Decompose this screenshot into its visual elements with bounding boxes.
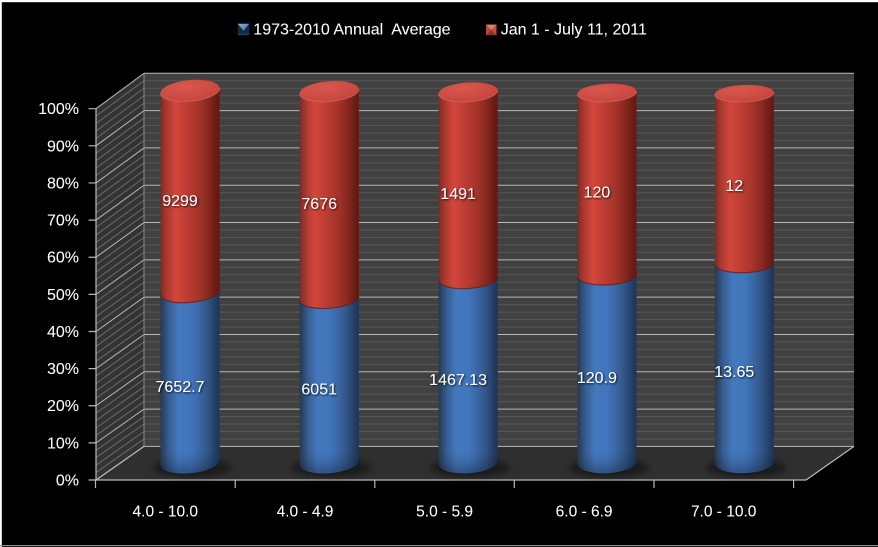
svg-text:60%: 60% [47, 250, 79, 267]
svg-text:90%: 90% [47, 138, 79, 155]
svg-text:6051: 6051 [301, 382, 337, 399]
svg-text:80%: 80% [47, 176, 79, 193]
svg-text:4.0 - 4.9: 4.0 - 4.9 [277, 504, 334, 521]
svg-text:6.0 - 6.9: 6.0 - 6.9 [556, 504, 613, 521]
svg-text:Jan 1 - July 11, 2011: Jan 1 - July 11, 2011 [501, 22, 647, 39]
svg-text:7676: 7676 [301, 196, 337, 213]
svg-text:50%: 50% [47, 287, 79, 304]
svg-text:40%: 40% [47, 324, 79, 341]
svg-text:9299: 9299 [162, 193, 198, 210]
svg-text:5.0 - 5.9: 5.0 - 5.9 [416, 504, 473, 521]
svg-text:4.0 - 10.0: 4.0 - 10.0 [133, 504, 199, 521]
svg-text:0%: 0% [56, 473, 79, 490]
svg-text:1467.13: 1467.13 [429, 372, 487, 389]
svg-text:100%: 100% [38, 101, 79, 118]
svg-text:30%: 30% [47, 361, 79, 378]
svg-text:120.9: 120.9 [577, 370, 617, 387]
svg-text:1491: 1491 [440, 186, 476, 203]
svg-text:70%: 70% [47, 213, 79, 230]
svg-text:7652.7: 7652.7 [156, 379, 205, 396]
svg-text:1973-2010 Annual Average: 1973-2010 Annual Average [253, 22, 450, 39]
svg-text:20%: 20% [47, 398, 79, 415]
svg-text:120: 120 [584, 184, 611, 201]
svg-text:13.65: 13.65 [714, 364, 754, 381]
svg-text:7.0 - 10.0: 7.0 - 10.0 [691, 504, 757, 521]
svg-text:12: 12 [725, 178, 743, 195]
svg-text:10%: 10% [47, 435, 79, 452]
